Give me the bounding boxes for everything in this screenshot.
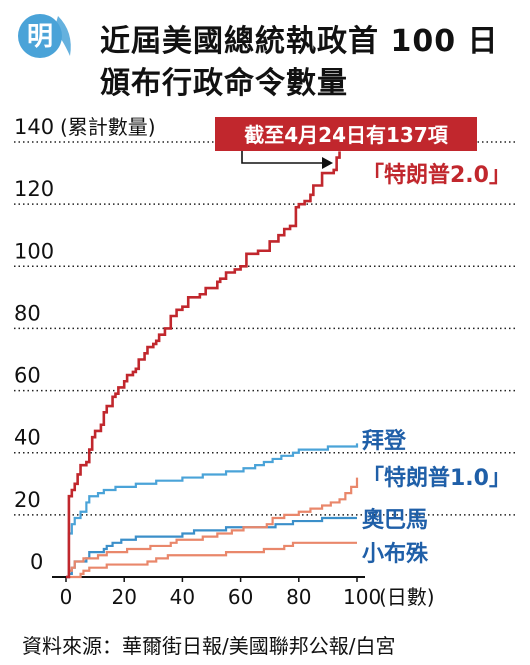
series-line-3 xyxy=(66,516,357,579)
x-tick-label: 60 xyxy=(228,585,253,609)
ming-pao-logo: 明 xyxy=(18,14,71,58)
x-tick-label: 40 xyxy=(170,585,195,609)
series-line-2 xyxy=(66,477,359,579)
x-tick-label: 0 xyxy=(60,585,73,609)
source-note: 資料來源：華爾街日報/美國聯邦公報/白宮 xyxy=(22,634,396,658)
callout-text: 截至4月24日有137項 xyxy=(244,123,448,147)
y-tick-label: 80 xyxy=(14,301,41,325)
callout-arrowhead xyxy=(322,157,333,169)
y-tick-label: 60 xyxy=(14,364,41,388)
y-tick-label: 20 xyxy=(14,488,41,512)
series-label-3: 奧巴馬 xyxy=(362,507,428,533)
x-tick-label: 20 xyxy=(111,585,136,609)
series-label-1: 拜登 xyxy=(362,429,407,454)
logo-character: 明 xyxy=(27,22,53,52)
chart-title-line-2: 頒布行政命令數量 xyxy=(100,66,348,101)
series-line-1 xyxy=(66,443,359,579)
x-tick-label: 100 xyxy=(343,585,381,609)
callout-box xyxy=(215,117,477,151)
chart-title-line-1: 近屆美國總統執政首 100 日 xyxy=(100,24,499,59)
x-tick-label: 80 xyxy=(286,585,311,609)
grid-lines xyxy=(14,141,518,578)
series-label-0: 「特朗普2.0」 xyxy=(362,162,511,188)
y-tick-label: 120 xyxy=(14,177,54,201)
annotation-callout: 截至4月24日有137項 xyxy=(215,117,477,169)
callout-connector xyxy=(241,151,322,164)
series-line-0 xyxy=(66,151,341,579)
y-tick-label: 140 xyxy=(14,115,54,139)
y-tick-label: 40 xyxy=(14,426,41,450)
series-lines xyxy=(66,151,359,579)
series-line-4 xyxy=(66,541,357,579)
x-axis-label: (日數) xyxy=(379,585,435,609)
series-label-2: 「特朗普1.0」 xyxy=(362,465,511,491)
y-tick-label: 100 xyxy=(14,239,54,263)
y-axis-label: (累計數量) xyxy=(60,115,156,139)
y-tick-label: 0 xyxy=(30,550,43,574)
series-label-4: 小布殊 xyxy=(362,541,429,567)
logo-circle xyxy=(18,14,62,58)
